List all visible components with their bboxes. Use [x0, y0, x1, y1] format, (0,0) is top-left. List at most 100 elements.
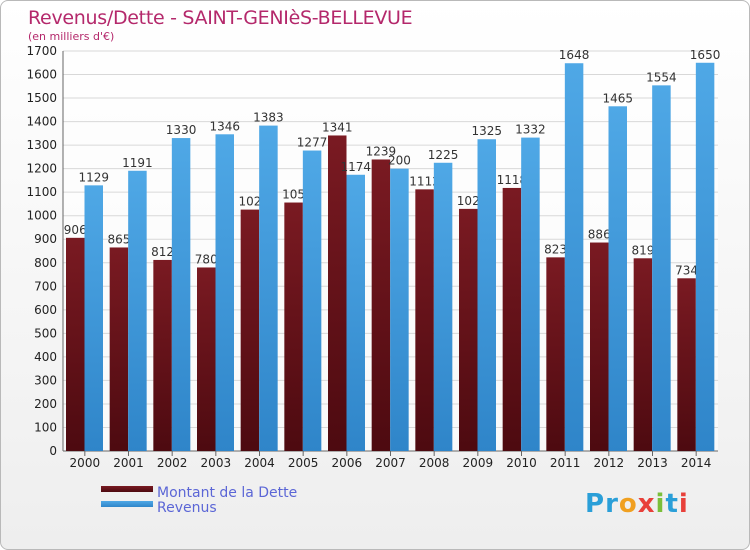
y-tick-label: 800 [34, 256, 57, 270]
value-label-revenue: 1277 [297, 136, 328, 150]
y-tick-label: 1100 [26, 185, 57, 199]
y-tick-label: 0 [49, 444, 57, 458]
bar-debt [459, 208, 478, 451]
bar-revenue [477, 139, 496, 451]
bar-revenue [652, 85, 671, 452]
x-tick-label: 2008 [419, 456, 450, 470]
logo-letter: x [637, 489, 656, 519]
x-tick-label: 2009 [463, 456, 494, 470]
y-tick-label: 500 [34, 326, 57, 340]
bar-revenue [302, 150, 322, 451]
x-tick-label: 2005 [288, 456, 319, 470]
bar-debt [546, 257, 565, 451]
value-label-debt: 812 [151, 245, 174, 259]
value-label-revenue: 1174 [340, 160, 371, 174]
value-label-debt: 1118 [497, 173, 528, 187]
x-tick-label: 2014 [681, 456, 712, 470]
logo-letter: r [605, 489, 619, 519]
bar-debt [240, 209, 260, 451]
bar-revenue [695, 62, 715, 451]
y-tick-label: 300 [34, 373, 57, 387]
legend-swatch-revenue [101, 501, 153, 507]
x-tick-label: 2003 [201, 456, 232, 470]
chart-title: Revenus/Dette - SAINT-GENIèS-BELLEVUE [28, 7, 413, 29]
bar-debt [153, 259, 172, 451]
value-label-debt: 886 [588, 228, 611, 242]
bar-debt [633, 258, 653, 451]
y-tick-label: 200 [34, 397, 57, 411]
value-label-revenue: 1332 [515, 123, 546, 137]
x-tick-label: 2007 [375, 456, 406, 470]
bar-debt [109, 247, 129, 451]
x-tick-label: 2010 [506, 456, 537, 470]
y-tick-label: 1600 [26, 68, 57, 82]
bar-revenue [259, 125, 278, 452]
proxiti-logo: Proxiti [585, 489, 689, 519]
value-label-debt: 865 [107, 232, 130, 246]
y-tick-label: 1200 [26, 162, 57, 176]
x-tick-label: 2006 [332, 456, 363, 470]
value-label-revenue: 200 [388, 154, 411, 168]
value-label-revenue: 1129 [78, 170, 109, 184]
value-label-debt: 734 [675, 263, 698, 277]
value-label-revenue: 1225 [428, 148, 459, 162]
value-label-revenue: 1648 [559, 48, 590, 62]
bar-revenue [564, 63, 584, 452]
bar-revenue [346, 174, 365, 451]
value-label-debt: 819 [631, 243, 654, 257]
chart-subtitle: (en milliers d'€) [28, 30, 115, 43]
bar-debt [197, 267, 216, 451]
x-tick-label: 2011 [550, 456, 581, 470]
value-label-revenue: 1383 [253, 111, 284, 125]
x-tick-label: 2004 [244, 456, 275, 470]
value-label-debt: 102 [238, 195, 261, 209]
y-tick-label: 900 [34, 232, 57, 246]
bar-debt [328, 135, 347, 451]
bar-revenue [128, 170, 147, 451]
y-tick-label: 1400 [26, 115, 57, 129]
logo-letter: P [585, 489, 606, 519]
bar-debt [66, 237, 85, 451]
y-tick-label: 1300 [26, 138, 57, 152]
bar-debt [284, 202, 303, 451]
y-tick-label: 600 [34, 303, 57, 317]
x-tick-label: 2002 [157, 456, 188, 470]
x-tick-label: 2013 [637, 456, 668, 470]
value-label-revenue: 1554 [646, 70, 677, 84]
value-label-debt: 780 [195, 252, 218, 266]
logo-letter: t [665, 489, 679, 519]
value-label-debt: 823 [544, 242, 567, 256]
bar-debt [371, 159, 391, 451]
logo-letter: i [655, 489, 666, 519]
value-label-debt: 1112 [409, 174, 440, 188]
x-tick-label: 2012 [594, 456, 625, 470]
bar-revenue [608, 106, 627, 451]
bar-revenue [215, 134, 234, 451]
value-label-revenue: 1346 [209, 119, 240, 133]
bar-revenue [390, 168, 409, 451]
y-tick-label: 1000 [26, 209, 57, 223]
value-label-revenue: 1650 [690, 48, 721, 62]
bar-debt [502, 187, 522, 452]
value-label-debt: 906 [64, 223, 87, 237]
logo-letter: o [618, 489, 638, 519]
value-label-revenue: 1330 [166, 123, 197, 137]
bar-revenue [433, 162, 453, 451]
y-tick-label: 400 [34, 350, 57, 364]
bar-revenue [84, 185, 103, 451]
legend-label-debt: Montant de la Dette [157, 485, 298, 501]
bar-revenue [521, 137, 540, 451]
bar-debt [415, 189, 434, 451]
y-tick-label: 700 [34, 279, 57, 293]
bar-revenue [171, 138, 191, 451]
bar-debt [590, 242, 609, 451]
value-label-debt: 105 [282, 188, 305, 202]
value-label-revenue: 1191 [122, 156, 153, 170]
legend-label-revenue: Revenus [157, 500, 217, 516]
bar-debt [677, 278, 696, 451]
legend-swatch-debt [101, 486, 153, 492]
value-label-debt: 1239 [366, 144, 397, 158]
value-label-debt: 1341 [322, 120, 353, 134]
